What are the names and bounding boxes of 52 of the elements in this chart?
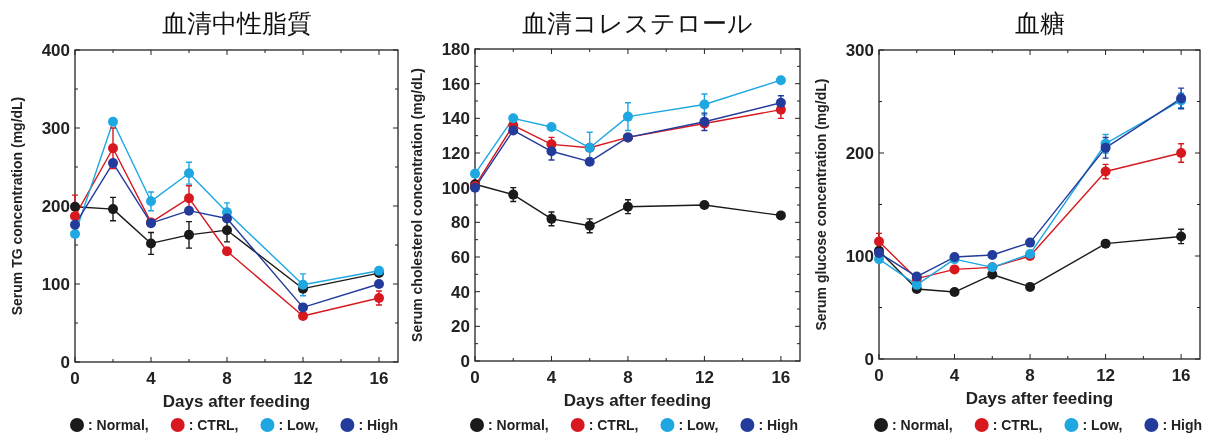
y-axis-title: Serum glucose concentration (mg/dL) bbox=[813, 78, 829, 331]
y-tick-label: 20 bbox=[451, 317, 470, 337]
chart-title: 血清中性脂質 bbox=[161, 9, 312, 37]
y-tick-label: 140 bbox=[441, 109, 470, 129]
y-tick-label: 60 bbox=[451, 248, 470, 267]
x-tick-label: 12 bbox=[1096, 366, 1116, 385]
legend-label: : Low, bbox=[278, 417, 319, 433]
chart-title: 血清コレステロール bbox=[522, 9, 753, 37]
legend-label: : High bbox=[758, 417, 799, 433]
x-axis-title: Days after feeding bbox=[563, 391, 712, 410]
legend-label: : Low, bbox=[1082, 417, 1123, 433]
x-axis-title: Days after feeding bbox=[965, 389, 1114, 408]
x-tick-label: 8 bbox=[222, 369, 232, 388]
y-tick-label: 160 bbox=[441, 74, 470, 94]
legend-label: : Normal, bbox=[88, 417, 149, 433]
y-tick-label: 40 bbox=[451, 282, 470, 302]
x-tick-label: 16 bbox=[1171, 366, 1191, 385]
x-tick-label: 4 bbox=[546, 368, 557, 387]
y-tick-label: 300 bbox=[845, 41, 874, 60]
legend-label: : High bbox=[1162, 417, 1203, 433]
y-tick-label: 100 bbox=[441, 178, 470, 198]
y-tick-label: 100 bbox=[41, 275, 70, 294]
y-tick-label: 0 bbox=[460, 352, 470, 371]
x-tick-label: 4 bbox=[146, 369, 157, 388]
legend-label: : Normal, bbox=[488, 417, 549, 433]
legend-label: : Normal, bbox=[892, 417, 953, 433]
x-axis-title: Days after feeding bbox=[162, 392, 311, 411]
legend-label: : Low, bbox=[678, 417, 719, 433]
x-tick-label: 16 bbox=[771, 368, 791, 387]
x-tick-label: 16 bbox=[369, 369, 389, 388]
y-tick-label: 100 bbox=[845, 247, 874, 266]
legend-label: : CTRL, bbox=[992, 417, 1043, 433]
legend-label: : CTRL, bbox=[588, 417, 639, 433]
y-tick-label: 200 bbox=[41, 197, 70, 216]
y-tick-label: 200 bbox=[845, 144, 874, 163]
y-axis-title: Serum TG concentration (mg/dL) bbox=[9, 96, 25, 316]
legend-label: : CTRL, bbox=[188, 417, 239, 433]
y-tick-label: 0 bbox=[60, 353, 70, 372]
x-tick-label: 12 bbox=[293, 369, 313, 388]
x-tick-label: 8 bbox=[623, 368, 633, 387]
x-tick-label: 12 bbox=[694, 368, 714, 387]
y-tick-label: 300 bbox=[41, 119, 70, 138]
y-tick-label: 0 bbox=[864, 350, 874, 369]
x-tick-label: 4 bbox=[949, 366, 960, 385]
y-tick-label: 80 bbox=[451, 213, 470, 233]
y-tick-label: 120 bbox=[441, 144, 470, 163]
legend-label: : High bbox=[358, 417, 399, 433]
y-axis-title: Serum cholesterol concentration (mg/dL) bbox=[409, 68, 425, 342]
y-tick-label: 400 bbox=[41, 41, 70, 60]
chart-title: 血糖 bbox=[1014, 9, 1065, 37]
x-tick-label: 8 bbox=[1025, 366, 1035, 385]
y-tick-label: 180 bbox=[441, 40, 470, 59]
